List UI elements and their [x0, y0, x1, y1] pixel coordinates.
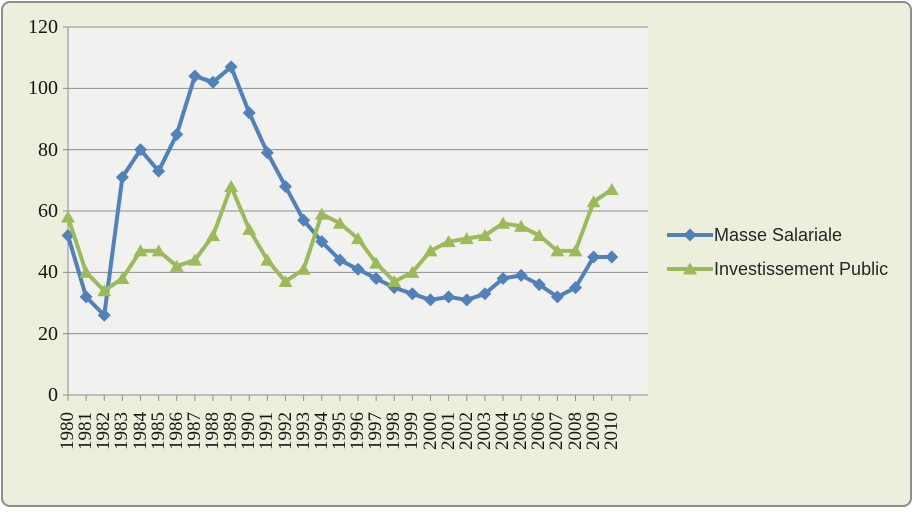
- data-point-marker-investissement-public: [586, 195, 601, 208]
- data-point-marker-masse-salariale: [496, 271, 510, 285]
- legend: Masse Salariale Investissement Public: [667, 223, 888, 281]
- data-point-marker-investissement-public: [332, 216, 347, 229]
- data-point-marker-investissement-public: [242, 222, 257, 235]
- legend-item-masse-salariale: Masse Salariale: [667, 223, 888, 247]
- data-point-marker-investissement-public: [550, 244, 565, 257]
- data-point-marker-investissement-public: [496, 216, 510, 229]
- data-point-marker-investissement-public: [477, 229, 492, 242]
- data-point-marker-investissement-public: [224, 179, 239, 192]
- data-point-marker-masse-salariale: [424, 293, 437, 307]
- data-point-marker-masse-salariale: [97, 308, 111, 322]
- data-point-marker-masse-salariale: [569, 281, 582, 295]
- data-point-marker-investissement-public: [459, 232, 474, 245]
- legend-marker-diamond-icon: [667, 228, 713, 242]
- data-point-marker-investissement-public: [604, 183, 619, 196]
- y-axis-tick-label: 60: [38, 200, 58, 222]
- data-point-marker-investissement-public: [187, 253, 202, 266]
- data-point-marker-investissement-public: [387, 275, 402, 288]
- data-point-marker-investissement-public: [568, 244, 583, 257]
- legend-item-label: Masse Salariale: [714, 225, 843, 245]
- data-point-marker-masse-salariale: [532, 278, 546, 292]
- data-point-marker-masse-salariale: [188, 69, 202, 83]
- legend-marker-sample: [683, 228, 697, 242]
- data-point-marker-investissement-public: [351, 232, 365, 245]
- data-point-marker-masse-salariale: [206, 75, 220, 89]
- data-point-marker-investissement-public: [314, 207, 329, 220]
- y-axis-tick-label: 40: [38, 261, 58, 284]
- y-axis-tick-label: 0: [48, 384, 58, 406]
- data-point-marker-masse-salariale: [224, 60, 238, 74]
- data-point-marker-masse-salariale: [152, 164, 166, 178]
- data-point-marker-investissement-public: [206, 229, 220, 242]
- data-point-marker-masse-salariale: [514, 268, 528, 282]
- data-point-marker-investissement-public: [278, 275, 293, 288]
- data-point-marker-masse-salariale: [478, 287, 492, 301]
- data-point-marker-investissement-public: [115, 271, 130, 284]
- y-axis-tick-label: 120: [28, 16, 58, 38]
- data-point-marker-masse-salariale: [79, 290, 93, 304]
- data-point-marker-investissement-public: [296, 262, 311, 275]
- data-point-marker-investissement-public: [423, 244, 438, 257]
- data-point-marker-investissement-public: [79, 265, 94, 278]
- data-point-marker-investissement-public: [514, 219, 529, 232]
- data-point-marker-masse-salariale: [315, 235, 329, 249]
- data-point-marker-masse-salariale: [460, 293, 474, 307]
- x-axis-tick-label: 2010: [600, 412, 622, 450]
- data-point-marker-masse-salariale: [134, 143, 147, 157]
- y-axis-tick-label: 80: [38, 138, 58, 161]
- y-axis-tick-label: 100: [28, 77, 58, 100]
- data-point-marker-masse-salariale: [405, 287, 419, 301]
- data-point-marker-investissement-public: [133, 244, 148, 257]
- data-point-marker-investissement-public: [405, 265, 420, 278]
- legend-item-label: Investissement Public: [714, 259, 889, 279]
- data-point-marker-masse-salariale: [333, 253, 347, 267]
- legend-item-investissement-public: Investissement Public: [667, 257, 888, 281]
- data-point-marker-masse-salariale: [587, 250, 601, 264]
- data-point-marker-masse-salariale: [369, 271, 383, 285]
- data-point-marker-masse-salariale: [260, 146, 274, 160]
- data-point-marker-masse-salariale: [550, 290, 564, 304]
- data-point-marker-investissement-public: [61, 210, 75, 223]
- data-point-marker-masse-salariale: [442, 290, 456, 304]
- data-point-marker-investissement-public: [260, 253, 275, 266]
- legend-marker-triangle-icon: [667, 262, 713, 275]
- data-point-marker-masse-salariale: [605, 250, 619, 264]
- data-point-marker-investissement-public: [532, 229, 547, 242]
- data-point-marker-masse-salariale: [242, 106, 256, 120]
- data-point-marker-masse-salariale: [351, 262, 365, 276]
- data-point-marker-investissement-public: [369, 256, 384, 269]
- data-point-marker-masse-salariale: [297, 213, 311, 227]
- data-point-marker-investissement-public: [151, 244, 166, 257]
- data-point-marker-masse-salariale: [115, 170, 129, 184]
- data-point-marker-masse-salariale: [170, 127, 184, 141]
- y-axis-tick-label: 20: [38, 322, 58, 345]
- data-point-marker-investissement-public: [441, 235, 456, 248]
- data-point-marker-masse-salariale: [279, 179, 292, 193]
- data-point-marker-investissement-public: [97, 284, 112, 297]
- legend-marker-sample: [683, 262, 697, 275]
- data-point-marker-investissement-public: [169, 259, 184, 272]
